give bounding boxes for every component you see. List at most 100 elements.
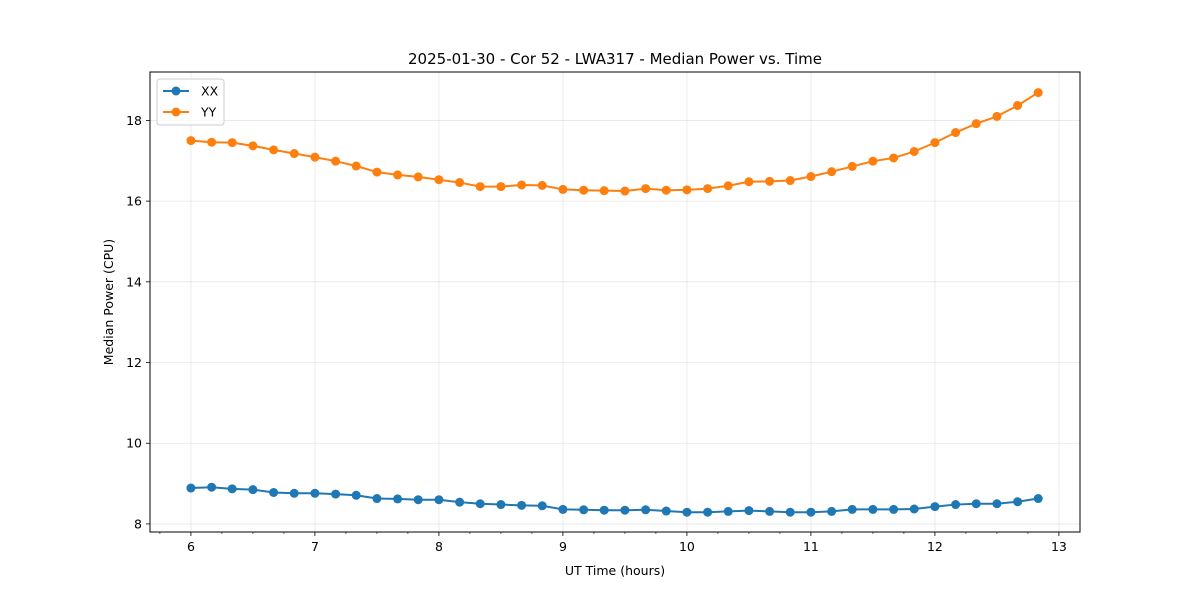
y-tick-label: 12: [126, 355, 142, 370]
data-point-xx: [248, 485, 258, 495]
data-point-xx: [785, 507, 795, 517]
data-point-yy: [971, 119, 981, 129]
data-point-xx: [1033, 494, 1043, 504]
data-point-yy: [475, 182, 485, 192]
data-point-yy: [1033, 88, 1043, 98]
data-point-yy: [641, 184, 651, 194]
data-point-xx: [579, 505, 589, 515]
data-point-yy: [765, 176, 775, 186]
data-point-xx: [207, 482, 217, 492]
data-point-xx: [641, 505, 651, 515]
x-tick-label: 11: [803, 539, 819, 554]
data-point-xx: [496, 500, 506, 510]
data-point-xx: [269, 487, 279, 497]
data-point-yy: [393, 170, 403, 180]
data-point-xx: [723, 506, 733, 516]
data-point-xx: [289, 488, 299, 498]
data-point-yy: [889, 153, 899, 163]
data-point-yy: [620, 186, 630, 196]
x-tick-label: 13: [1051, 539, 1067, 554]
data-point-xx: [971, 499, 981, 509]
data-point-xx: [827, 506, 837, 516]
axes: 6 7 8 9 10 11 12 13 8 10 12 14 16 18: [126, 113, 1067, 554]
data-point-xx: [537, 501, 547, 511]
data-point-xx: [620, 505, 630, 515]
data-point-yy: [744, 177, 754, 187]
data-point-yy: [537, 180, 547, 190]
data-point-xx: [661, 506, 671, 516]
data-point-yy: [434, 175, 444, 185]
data-point-yy: [992, 111, 1002, 121]
data-point-yy: [455, 178, 465, 188]
data-point-yy: [806, 172, 816, 182]
data-point-xx: [413, 495, 423, 505]
data-point-xx: [992, 499, 1002, 509]
legend-label-xx: XX: [201, 84, 219, 99]
data-point-xx: [393, 494, 403, 504]
y-tick-label: 10: [126, 436, 142, 451]
data-point-xx: [517, 500, 527, 510]
data-point-yy: [227, 138, 237, 148]
data-point-yy: [909, 146, 919, 156]
data-point-yy: [1013, 100, 1023, 110]
data-point-yy: [599, 186, 609, 196]
data-point-yy: [351, 161, 361, 171]
data-point-yy: [661, 185, 671, 195]
data-point-xx: [186, 483, 196, 493]
data-point-yy: [310, 152, 320, 162]
data-point-yy: [289, 149, 299, 159]
data-point-yy: [248, 141, 258, 151]
data-point-xx: [951, 500, 961, 510]
data-point-yy: [951, 128, 961, 138]
y-tick-label: 14: [126, 274, 142, 289]
chart-title: 2025-01-30 - Cor 52 - LWA317 - Median Po…: [408, 50, 822, 68]
data-point-yy: [558, 184, 568, 194]
legend-label-yy: YY: [200, 105, 217, 120]
data-point-xx: [806, 507, 816, 517]
data-point-yy: [827, 167, 837, 177]
data-point-xx: [744, 506, 754, 516]
data-point-xx: [682, 507, 692, 517]
data-point-yy: [517, 180, 527, 190]
y-tick-label: 16: [126, 194, 142, 209]
y-tick-label: 18: [126, 113, 142, 128]
legend: XX YY: [156, 78, 225, 126]
data-point-xx: [868, 504, 878, 514]
x-tick-label: 7: [311, 539, 319, 554]
x-tick-label: 12: [927, 539, 943, 554]
data-point-yy: [930, 138, 940, 148]
y-tick-label: 8: [134, 516, 142, 531]
data-point-xx: [434, 495, 444, 505]
data-point-yy: [331, 156, 341, 166]
data-point-xx: [455, 497, 465, 507]
data-point-xx: [227, 484, 237, 494]
legend-marker-xx: [171, 86, 181, 96]
data-point-yy: [682, 185, 692, 195]
y-axis-label: Median Power (CPU): [101, 239, 116, 365]
data-point-xx: [558, 504, 568, 514]
data-point-xx: [475, 499, 485, 509]
data-point-yy: [496, 182, 506, 192]
data-point-xx: [331, 489, 341, 499]
data-point-xx: [372, 494, 382, 504]
data-point-xx: [765, 506, 775, 516]
x-tick-label: 9: [559, 539, 567, 554]
data-point-yy: [868, 156, 878, 166]
legend-marker-yy: [171, 107, 181, 117]
data-point-yy: [207, 137, 217, 147]
data-point-yy: [372, 167, 382, 177]
data-point-yy: [579, 185, 589, 195]
grid: [150, 72, 1080, 532]
plot-series: [186, 88, 1043, 517]
data-point-yy: [413, 172, 423, 182]
data-point-yy: [703, 184, 713, 194]
plot-area-frame: [149, 71, 1081, 533]
x-tick-label: 6: [187, 539, 195, 554]
x-tick-label: 8: [435, 539, 443, 554]
data-point-yy: [269, 145, 279, 155]
data-point-xx: [1013, 497, 1023, 507]
data-point-xx: [310, 488, 320, 498]
data-point-xx: [703, 507, 713, 517]
data-point-xx: [599, 505, 609, 515]
